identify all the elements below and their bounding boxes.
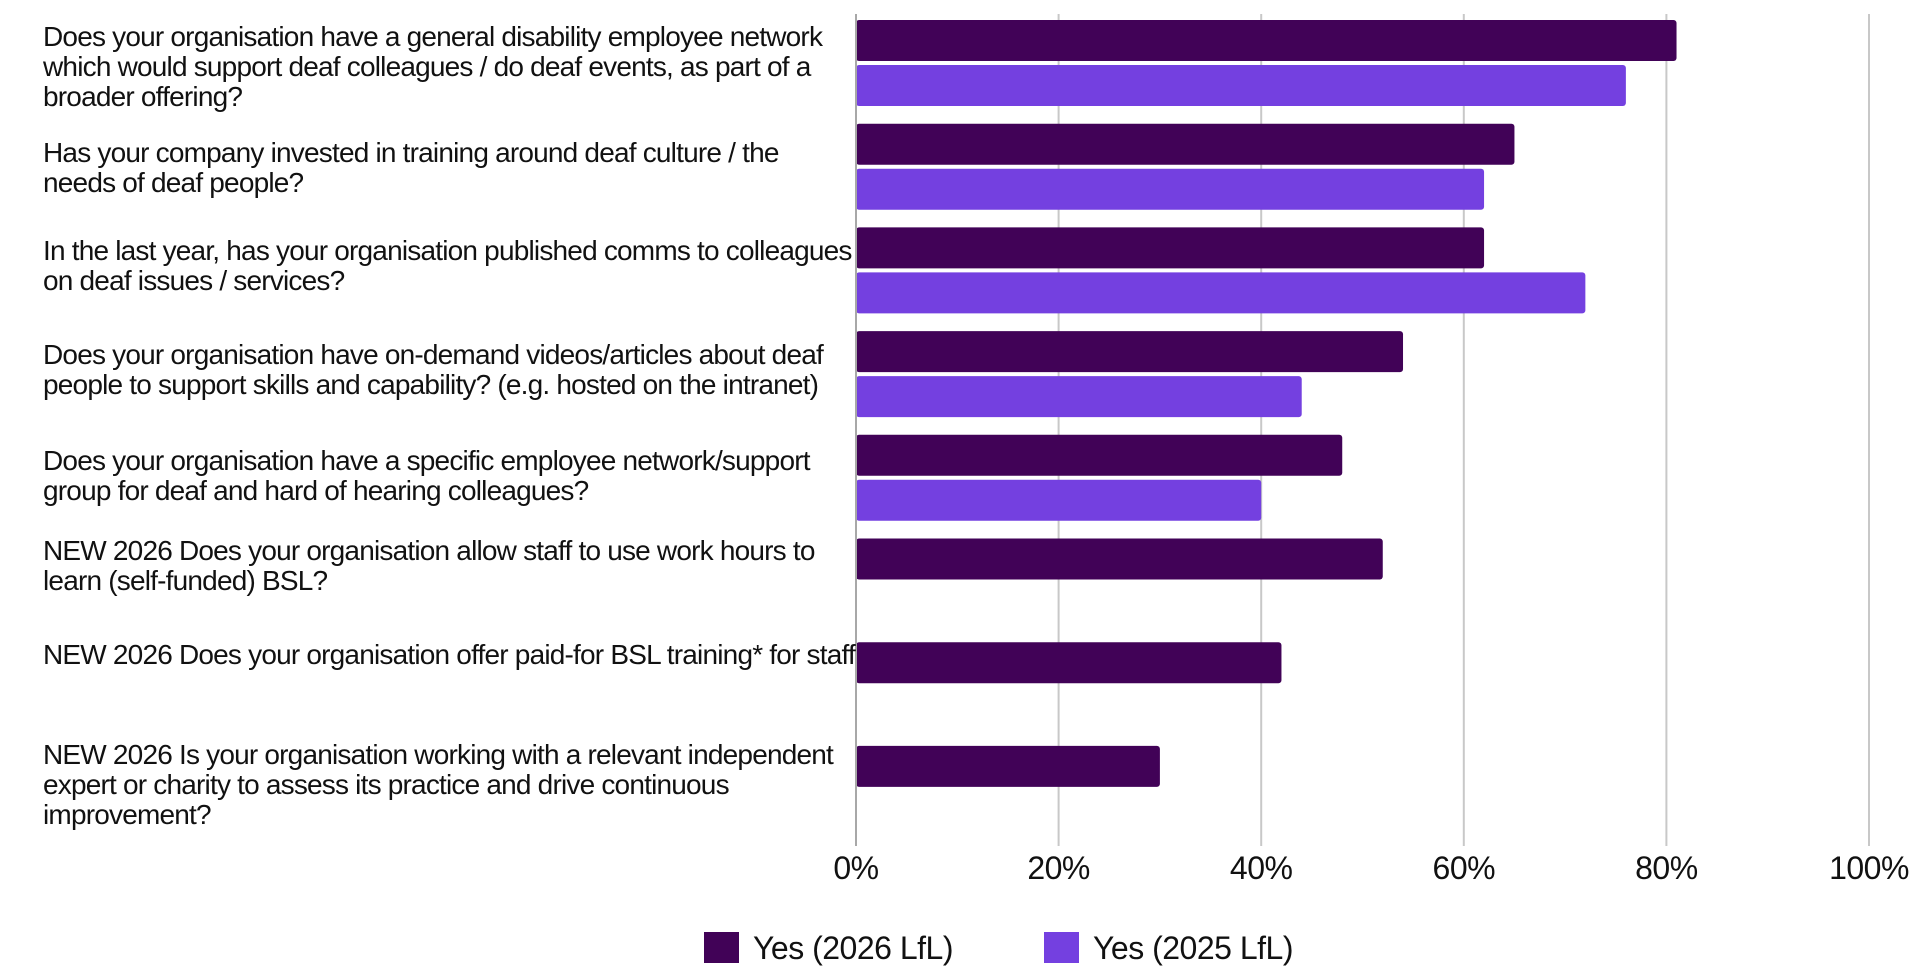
category-label: NEW 2026 Does your organisation offer pa… (43, 639, 856, 670)
category-label: Does your organisation have a specific e… (43, 445, 811, 506)
bar-series-1-cat-6 (856, 538, 1383, 580)
category-label: In the last year, has your organisation … (43, 235, 852, 296)
legend-label: Yes (2025 LfL) (1093, 930, 1293, 966)
legend-swatch (1044, 932, 1079, 963)
category-label: NEW 2026 Does your organisation allow st… (43, 535, 815, 596)
x-tick-label: 60% (1432, 850, 1496, 886)
category-label: Does your organisation have on-demand vi… (43, 339, 824, 400)
category-label: NEW 2026 Is your organisation working wi… (43, 739, 834, 830)
bar-series-2-cat-2 (856, 168, 1485, 210)
bar-series-1-cat-3 (856, 227, 1485, 269)
bar-series-1-cat-8 (856, 745, 1160, 787)
bar-series-1-cat-7 (856, 642, 1282, 684)
bar-series-1-cat-4 (856, 331, 1404, 373)
bar-series-1-cat-5 (856, 434, 1343, 476)
bar-series-2-cat-5 (856, 479, 1262, 521)
x-tick-label: 40% (1229, 850, 1293, 886)
bar-series-1-cat-1 (856, 20, 1677, 61)
legend: Yes (2026 LfL) Yes (2025 LfL) (0, 928, 1920, 968)
x-tick-label: 20% (1027, 850, 1090, 886)
category-label: Has your company invested in training ar… (43, 137, 779, 198)
x-tick-label: 0% (833, 850, 879, 886)
bar-series-2-cat-1 (856, 65, 1626, 106)
x-tick-label: 100% (1829, 850, 1909, 886)
bar-series-2-cat-4 (856, 376, 1302, 418)
bar-series-1-cat-2 (856, 123, 1515, 165)
legend-label: Yes (2026 LfL) (753, 930, 953, 966)
category-label: Does your organisation have a general di… (43, 21, 823, 112)
bar-series-2-cat-3 (856, 272, 1586, 314)
legend-swatch (704, 932, 739, 963)
x-tick-label: 80% (1635, 850, 1698, 886)
